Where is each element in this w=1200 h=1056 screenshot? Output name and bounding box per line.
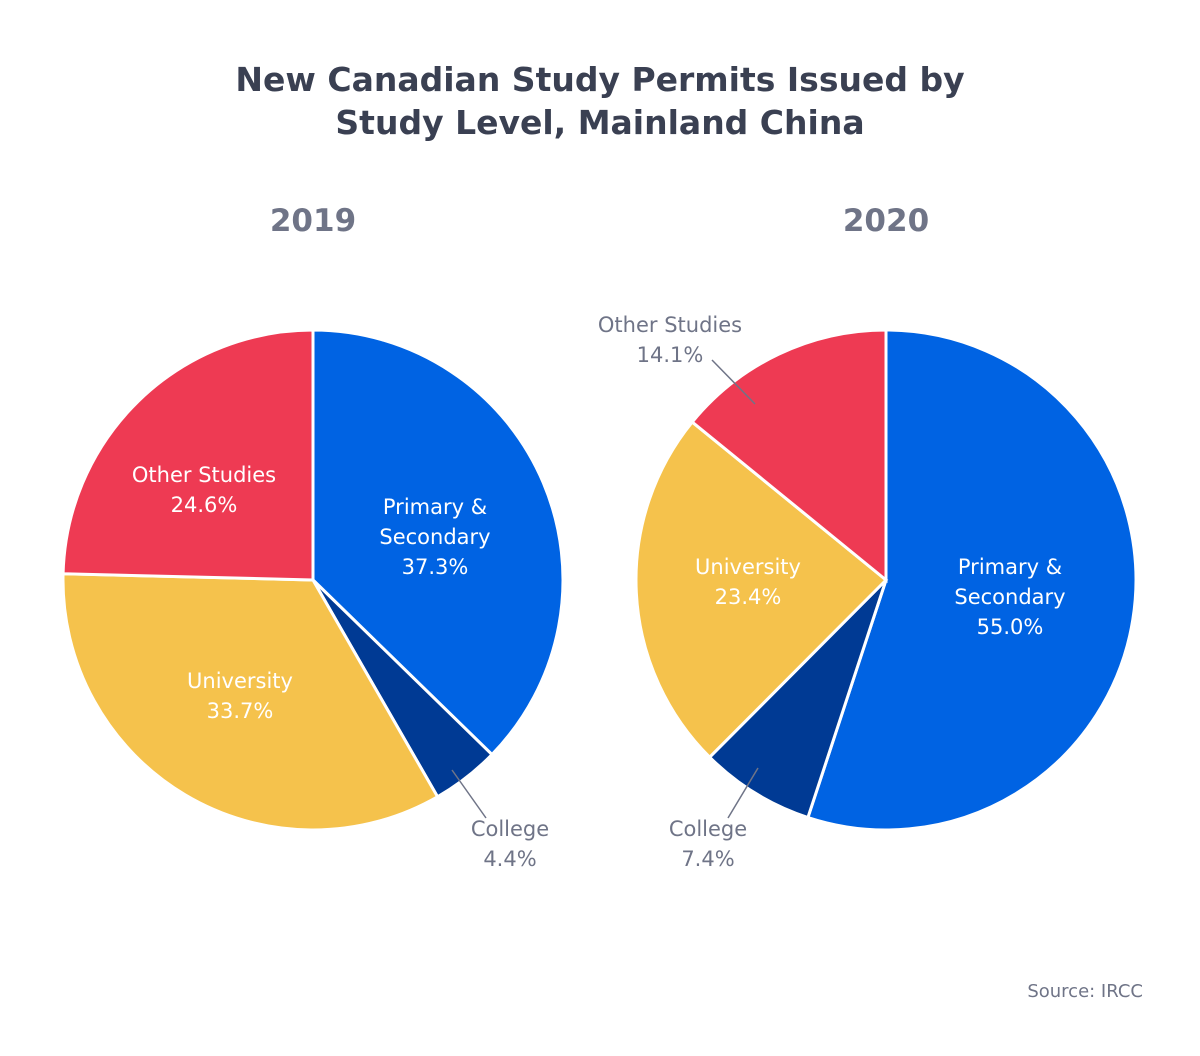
pie-2019-leader-line-college (451, 769, 487, 819)
pie-2020-value-label-other-studies: 14.1% (637, 343, 704, 367)
pie-2019-slice-primary-secondary (311, 328, 565, 757)
pie-2020-category-label-college: College (669, 817, 747, 841)
chart-title-line-1: New Canadian Study Permits Issued by (235, 60, 964, 99)
pie-2020-category-label-primary-secondary: Primary & (958, 555, 1062, 579)
pie-2020-slice-college (707, 578, 888, 820)
pie-2019-category-label-primary-secondary: Secondary (379, 525, 490, 549)
pie-2020-category-label-university: University (695, 555, 801, 579)
pie-2020-slice-other-studies (690, 328, 888, 584)
pie-2019-category-label-other-studies: Other Studies (132, 463, 276, 487)
pie-2020-category-label-other-studies: Other Studies (598, 313, 742, 337)
pie-2019-value-label-college: 4.4% (483, 847, 536, 871)
pie-2020-slice-university (634, 419, 889, 760)
pie-2019-slice-other-studies (61, 328, 315, 582)
pie-2020-slice-primary-secondary (806, 328, 1138, 832)
pie-2019-value-label-university: 33.7% (207, 699, 274, 723)
pie-2020-value-label-university: 23.4% (715, 585, 782, 609)
pie-2019-value-label-primary-secondary: 37.3% (402, 555, 469, 579)
pie-2019-title: 2019 (270, 203, 356, 239)
pie-2019-category-label-primary-secondary: Primary & (383, 495, 487, 519)
pie-2020-title: 2020 (843, 203, 929, 239)
chart-title-line-2: Study Level, Mainland China (335, 103, 864, 142)
pie-2020-value-label-college: 7.4% (681, 847, 734, 871)
pie-2019-value-label-other-studies: 24.6% (171, 493, 238, 517)
pie-2020-leader-line-college (727, 767, 759, 819)
pie-2019-slice-university (61, 572, 440, 832)
pie-2020-value-label-primary-secondary: 55.0% (977, 615, 1044, 639)
pie-2020 (634, 328, 1138, 832)
source-note: Source: IRCC (1027, 981, 1143, 1002)
slice-labels: Primary & Secondary 37.3% College 4.4% Univer… (132, 313, 1066, 871)
pie-2019-category-label-university: University (187, 669, 293, 693)
pie-2020-leader-line-other-studies (711, 359, 756, 405)
pie-2019-category-label-college: College (471, 817, 549, 841)
pie-2019 (61, 328, 565, 832)
pie-2020-category-label-primary-secondary: Secondary (954, 585, 1065, 609)
